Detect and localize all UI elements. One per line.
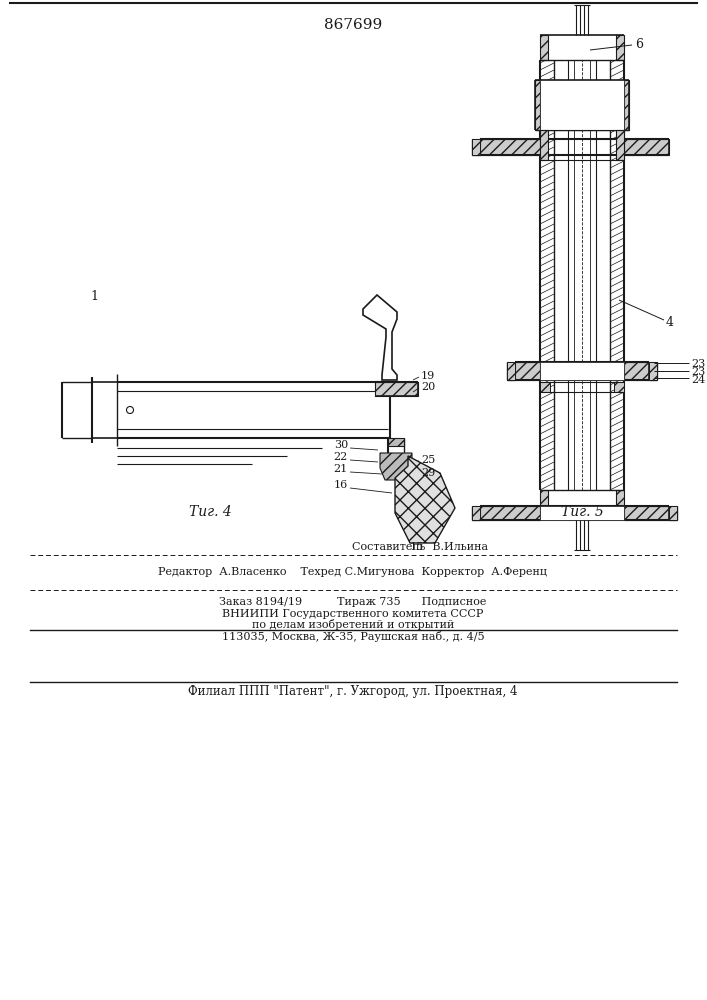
Text: ВНИИПИ Государственного комитета СССР: ВНИИПИ Государственного комитета СССР [222,609,484,619]
Text: Τиг. 4: Τиг. 4 [189,505,231,519]
Polygon shape [540,490,548,515]
Text: Филиал ППП "Патент", г. Ужгород, ул. Проектная, 4: Филиал ППП "Патент", г. Ужгород, ул. Про… [188,686,518,698]
Text: 23: 23 [691,359,706,369]
Polygon shape [624,139,669,155]
Polygon shape [472,506,480,520]
Text: 21: 21 [334,464,348,474]
Polygon shape [480,139,540,155]
Text: 16: 16 [334,480,348,490]
Polygon shape [535,80,540,130]
Polygon shape [507,362,515,380]
Text: 867699: 867699 [324,18,382,32]
Polygon shape [616,130,624,160]
Text: 6: 6 [635,38,643,51]
Polygon shape [480,506,540,520]
Polygon shape [515,362,540,380]
Polygon shape [540,506,624,520]
Text: 19: 19 [421,371,436,381]
Polygon shape [395,456,455,543]
Text: Τиг. 5: Τиг. 5 [561,505,603,519]
Text: 4: 4 [666,316,674,328]
Polygon shape [375,382,418,396]
Circle shape [127,406,134,414]
Polygon shape [388,438,404,446]
Text: 29: 29 [421,468,436,478]
Text: Редактор  А.Власенко    Техред С.Мигунова  Корректор  А.Ференц: Редактор А.Власенко Техред С.Мигунова Ко… [158,567,547,577]
Polygon shape [540,130,548,160]
Text: 24: 24 [691,375,706,385]
Text: 20: 20 [421,382,436,392]
Polygon shape [616,35,624,60]
Polygon shape [649,362,657,380]
Text: 30: 30 [334,440,348,450]
Text: 1: 1 [90,290,98,303]
Text: 113035, Москва, Ж-35, Раушская наб., д. 4/5: 113035, Москва, Ж-35, Раушская наб., д. … [222,632,484,643]
Polygon shape [540,382,550,392]
Polygon shape [472,139,480,155]
Polygon shape [616,490,624,515]
Text: 22: 22 [334,452,348,462]
Polygon shape [624,80,629,130]
Text: 25: 25 [421,455,436,465]
Polygon shape [624,506,669,520]
Polygon shape [624,362,649,380]
Polygon shape [540,362,624,380]
Polygon shape [614,382,624,392]
Polygon shape [540,35,548,60]
Polygon shape [380,453,420,480]
Text: 15: 15 [410,542,424,552]
Polygon shape [669,506,677,520]
Text: Заказ 8194/19          Тираж 735      Подписное: Заказ 8194/19 Тираж 735 Подписное [219,597,486,607]
Text: Составитель  В.Ильина: Составитель В.Ильина [352,542,488,552]
Polygon shape [540,80,624,130]
Text: по делам изобретений и открытий: по делам изобретений и открытий [252,619,454,631]
Text: 23: 23 [691,367,706,377]
